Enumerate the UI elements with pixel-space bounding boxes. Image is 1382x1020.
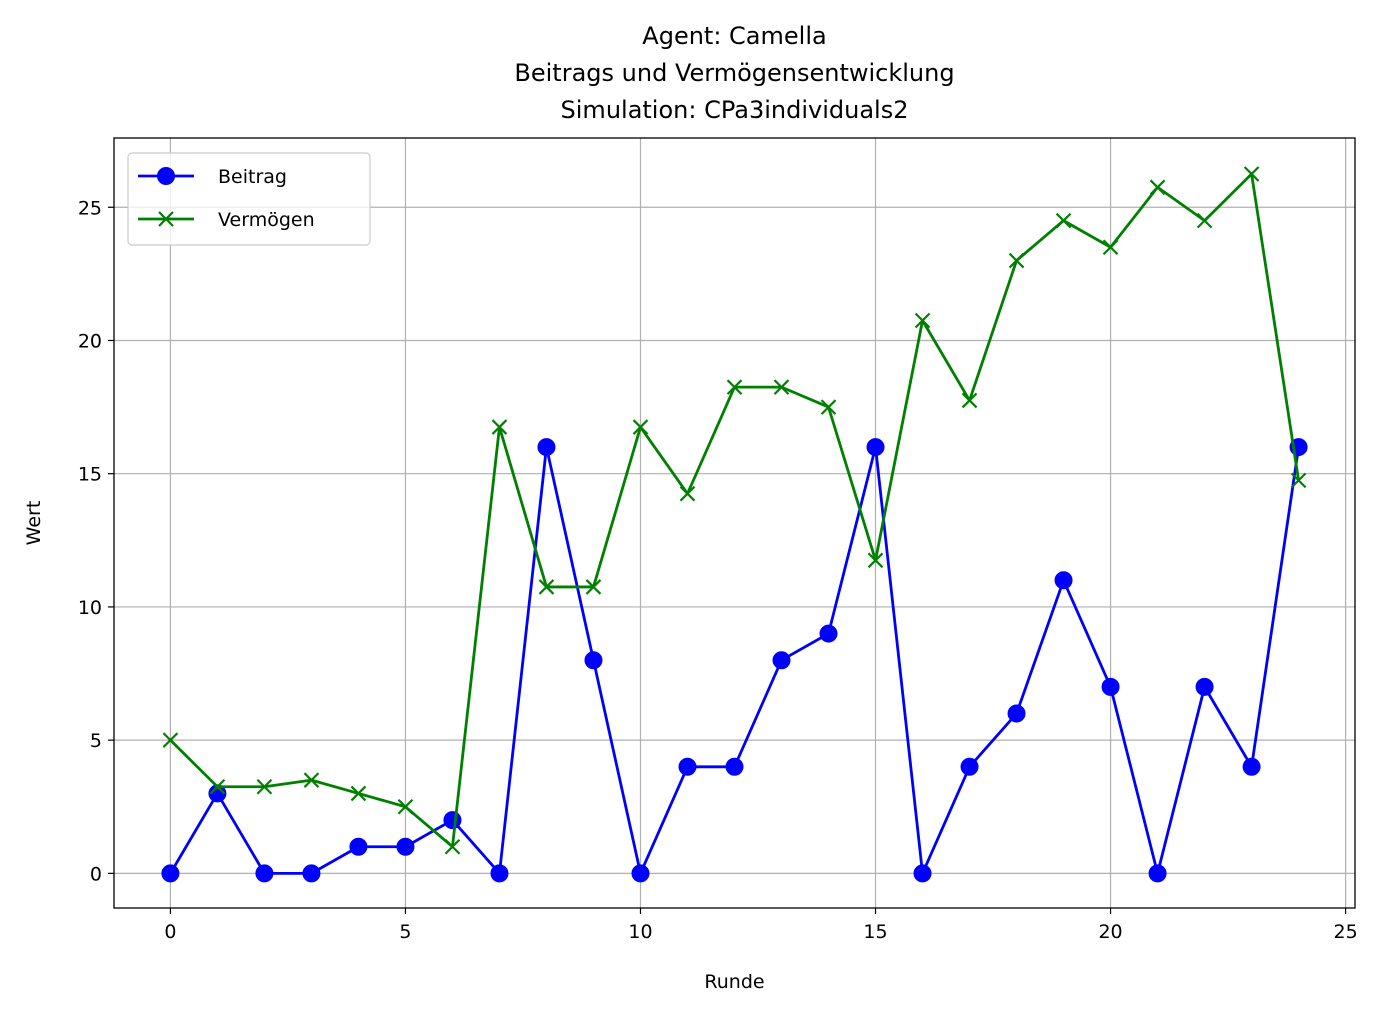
data-point bbox=[1102, 239, 1119, 256]
series-1 bbox=[162, 166, 1307, 855]
data-point bbox=[256, 778, 273, 795]
data-point bbox=[1195, 677, 1214, 696]
data-point bbox=[913, 864, 932, 883]
x-tick-label: 15 bbox=[863, 921, 887, 943]
data-point bbox=[1054, 571, 1073, 590]
chart-title-line: Beitrags und Vermögensentwicklung bbox=[514, 59, 954, 87]
data-point bbox=[1196, 212, 1213, 229]
x-tick-label: 10 bbox=[628, 921, 652, 943]
data-point bbox=[538, 579, 555, 595]
data-point bbox=[961, 392, 978, 409]
data-point bbox=[1242, 757, 1261, 776]
data-point bbox=[960, 757, 979, 776]
data-point bbox=[867, 552, 884, 569]
chart-title: Agent: Camella Beitrags und Vermögensentw… bbox=[514, 22, 954, 124]
legend-swatch-marker bbox=[157, 167, 175, 185]
y-tick-label: 10 bbox=[78, 597, 102, 619]
data-point bbox=[255, 864, 274, 883]
legend: Beitrag Vermögen bbox=[127, 152, 371, 246]
y-axis-label: Wert bbox=[23, 501, 45, 546]
data-point bbox=[678, 757, 697, 776]
data-point bbox=[349, 837, 368, 856]
chart-title-line: Simulation: CPa3individuals2 bbox=[561, 96, 909, 124]
data-point bbox=[819, 624, 838, 643]
data-point bbox=[209, 778, 226, 795]
y-axis: 0 5 10 15 20 25 bbox=[78, 197, 114, 885]
data-point bbox=[303, 772, 320, 788]
data-point bbox=[302, 864, 321, 883]
chart-title-line: Agent: Camella bbox=[642, 22, 826, 50]
data-point bbox=[631, 864, 650, 883]
data-point bbox=[1007, 704, 1026, 723]
data-point bbox=[490, 864, 509, 883]
data-point bbox=[1148, 864, 1167, 883]
data-point bbox=[1290, 472, 1307, 489]
series-0 bbox=[161, 438, 1308, 883]
data-point bbox=[1243, 166, 1260, 182]
y-tick-label: 20 bbox=[78, 330, 102, 352]
data-point bbox=[820, 399, 837, 415]
data-point bbox=[443, 811, 462, 830]
data-point bbox=[396, 837, 415, 856]
data-point bbox=[584, 651, 603, 670]
data-point bbox=[772, 651, 791, 670]
data-point bbox=[161, 864, 180, 883]
data-point bbox=[397, 798, 414, 815]
legend-swatch-marker bbox=[158, 211, 174, 227]
data-point bbox=[773, 379, 790, 395]
y-tick-label: 15 bbox=[78, 464, 102, 486]
data-point bbox=[1008, 252, 1025, 269]
legend-label: Vermögen bbox=[218, 209, 315, 231]
series-line bbox=[169, 445, 1300, 875]
grid bbox=[114, 138, 1355, 908]
data-point bbox=[726, 379, 743, 395]
data-point bbox=[444, 838, 461, 855]
x-axis: 0 5 10 15 20 25 bbox=[164, 908, 1358, 943]
data-point bbox=[866, 438, 885, 457]
legend-item: Vermögen bbox=[138, 209, 315, 231]
y-tick-label: 0 bbox=[90, 863, 102, 885]
data-point bbox=[537, 438, 556, 457]
series-layer bbox=[161, 166, 1308, 883]
y-tick-label: 5 bbox=[90, 730, 102, 752]
data-point bbox=[350, 785, 367, 802]
data-point bbox=[632, 419, 649, 435]
plot-frame bbox=[113, 137, 1356, 909]
legend-label: Beitrag bbox=[218, 166, 287, 188]
legend-item: Beitrag bbox=[138, 166, 287, 188]
data-point bbox=[162, 732, 179, 748]
x-tick-label: 0 bbox=[164, 921, 176, 943]
data-point bbox=[585, 579, 602, 595]
y-tick-label: 25 bbox=[78, 197, 102, 219]
series-line bbox=[169, 172, 1300, 849]
data-point bbox=[1149, 179, 1166, 196]
x-tick-label: 25 bbox=[1334, 921, 1358, 943]
data-point bbox=[1101, 677, 1120, 696]
data-point bbox=[491, 419, 508, 435]
data-point bbox=[1055, 212, 1072, 229]
data-point bbox=[725, 757, 744, 776]
x-axis-label: Runde bbox=[704, 971, 764, 993]
x-tick-label: 5 bbox=[399, 921, 411, 943]
data-point bbox=[914, 312, 931, 329]
data-point bbox=[679, 485, 696, 502]
x-tick-label: 20 bbox=[1098, 921, 1122, 943]
